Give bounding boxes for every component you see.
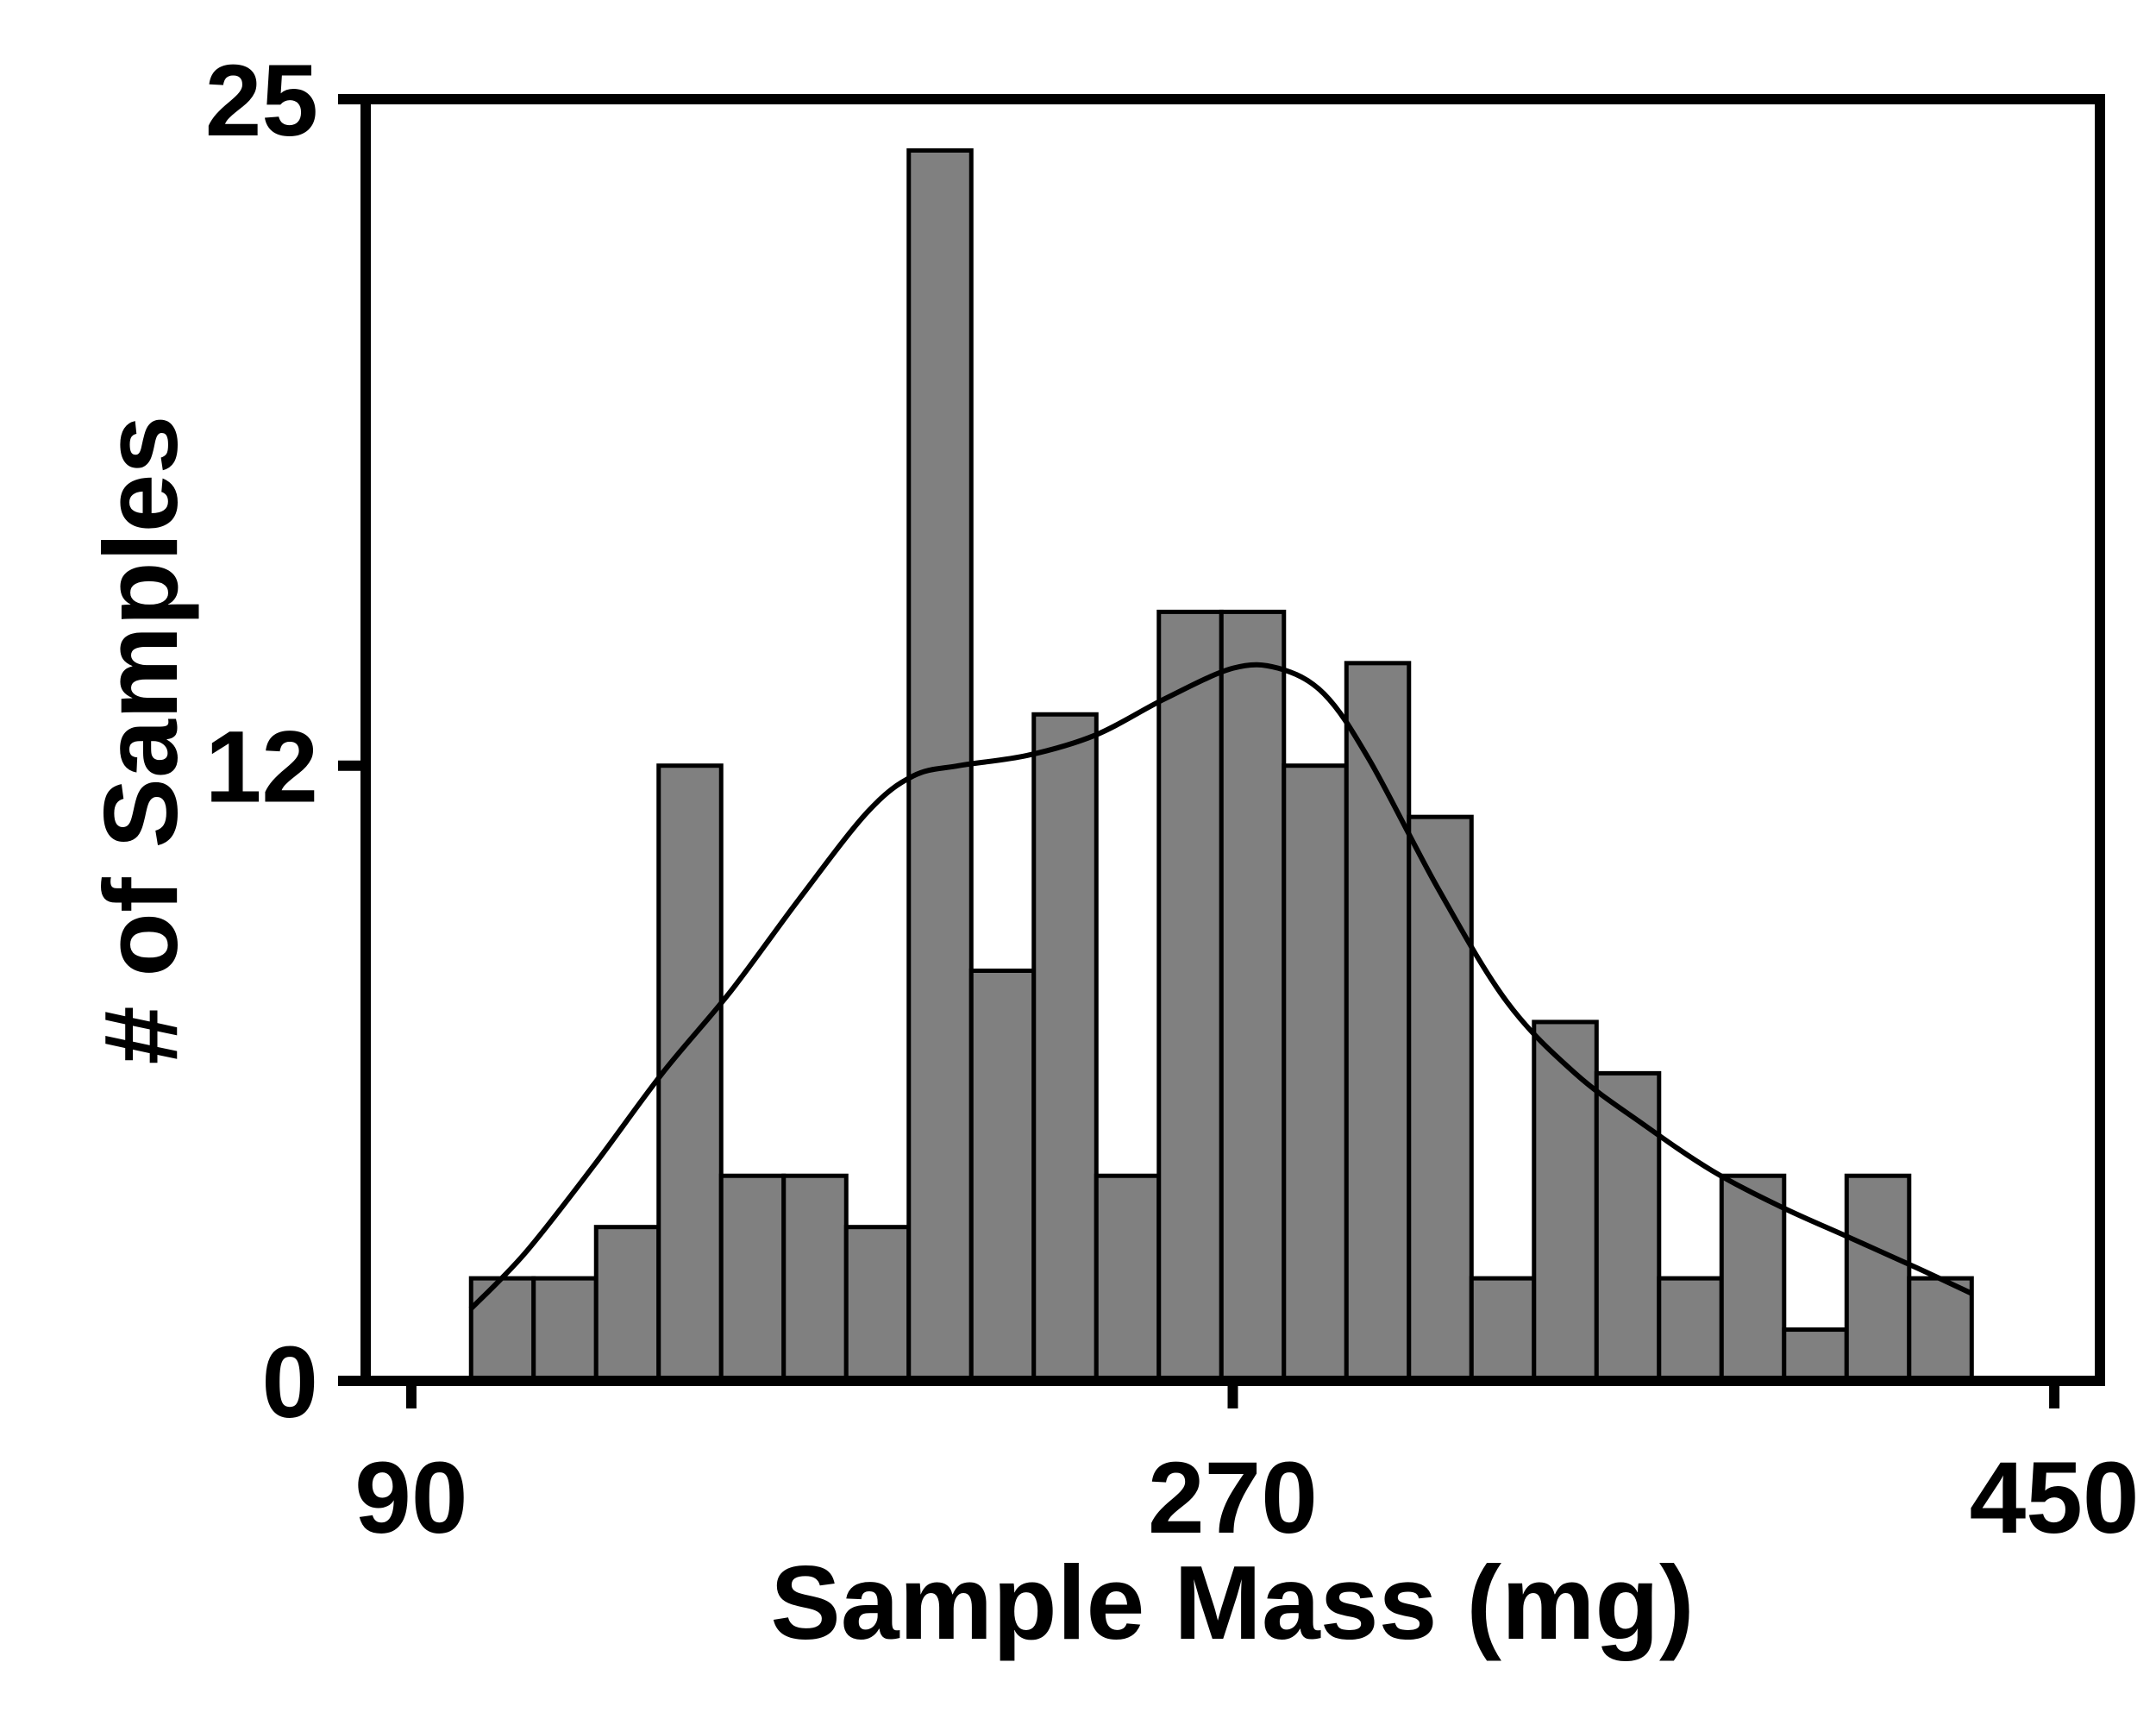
histogram-bar — [1407, 814, 1474, 1383]
y-tick-label: 25 — [205, 44, 318, 158]
histogram-bar — [1657, 1276, 1724, 1383]
histogram-bar — [531, 1276, 599, 1383]
histogram-bar — [1469, 1276, 1537, 1383]
histogram-bar — [1844, 1173, 1912, 1383]
histogram-bar — [468, 1276, 536, 1383]
histogram-bar — [1594, 1070, 1662, 1383]
histogram-bar — [1907, 1276, 1974, 1383]
x-axis-ticks: 90 270 450 — [354, 1381, 2140, 1555]
y-tick-label: 0 — [261, 1326, 318, 1440]
histogram-bar — [1282, 763, 1349, 1383]
histogram-bar — [1156, 609, 1224, 1383]
x-tick-label: 270 — [1148, 1441, 1318, 1555]
x-axis-title: Sample Mass (mg) — [770, 1544, 1694, 1661]
y-tick-label: 12 — [205, 711, 318, 825]
histogram-bar — [656, 763, 724, 1383]
y-axis-ticks: 0 12 25 — [205, 44, 366, 1440]
histogram-bars — [468, 147, 1974, 1383]
histogram-bar — [1532, 1019, 1599, 1383]
y-axis-title: # of Samples — [82, 416, 199, 1065]
kde-curve — [468, 662, 1974, 1311]
histogram-bar — [968, 968, 1037, 1383]
histogram-bar — [593, 1225, 661, 1383]
histogram-bar — [1031, 712, 1099, 1383]
histogram-bar — [1782, 1327, 1849, 1383]
histogram-bar — [1219, 609, 1287, 1383]
histogram-bar — [843, 1225, 912, 1383]
histogram-bar — [718, 1173, 787, 1383]
histogram-bar — [781, 1173, 849, 1383]
histogram-bar — [1094, 1173, 1162, 1383]
x-tick-label: 450 — [1970, 1441, 2140, 1555]
x-tick-label: 90 — [354, 1441, 467, 1555]
